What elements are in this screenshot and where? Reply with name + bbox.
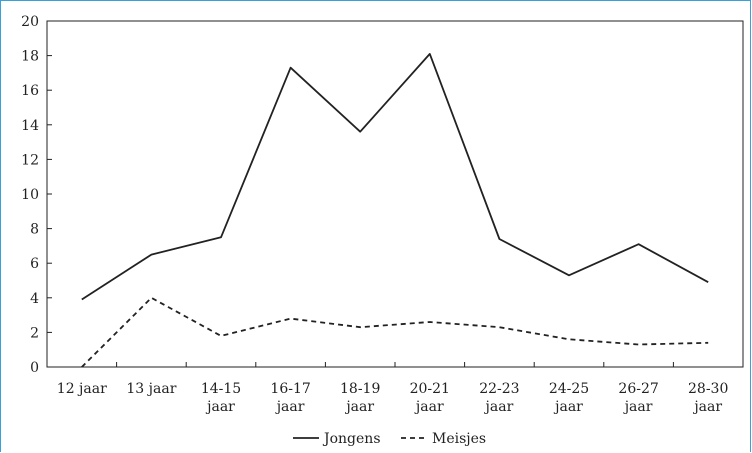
y-tick-label: 6 (30, 256, 39, 272)
plot-border (46, 20, 744, 368)
series-line-meisjes (81, 296, 709, 368)
x-tick-label: 13 jaar (126, 381, 176, 397)
x-tick-label: 22-23 jaar (479, 381, 519, 415)
x-tick-label: 26-27 jaar (618, 381, 658, 415)
x-tick-label: 18-19 jaar (340, 381, 380, 415)
y-tick-label: 8 (30, 222, 39, 238)
legend-label-meisjes: Meisjes (432, 431, 486, 447)
y-axis: 0 2 4 6 8 10 12 14 16 18 20 (21, 14, 52, 376)
y-tick-label: 0 (30, 360, 39, 376)
y-tick-label: 2 (30, 325, 39, 341)
x-tick-label: 24-25 jaar (549, 381, 589, 415)
x-tick-label: 28-30 jaar (688, 381, 728, 415)
y-tick-label: 18 (21, 49, 39, 65)
x-axis: 12 jaar 13 jaar 14-15 jaar 16-17 jaar 18-19 jaa… (57, 362, 728, 415)
x-tick-label: 12 jaar (57, 381, 107, 397)
x-tick-label: 20-21 jaar (410, 381, 450, 415)
y-tick-label: 20 (21, 14, 39, 30)
legend: Jongens Meisjes (293, 431, 486, 447)
y-tick-label: 12 (21, 152, 39, 168)
series-layer (81, 53, 709, 368)
y-tick-label: 10 (21, 187, 39, 203)
y-tick-label: 16 (21, 83, 39, 99)
plot-area (46, 20, 744, 368)
legend-label-jongens: Jongens (322, 431, 381, 447)
x-tick-label: 16-17 jaar (270, 381, 310, 415)
y-tick-label: 14 (21, 118, 39, 134)
series-line-jongens (81, 53, 709, 301)
y-tick-label: 4 (30, 291, 39, 307)
x-tick-label: 14-15 jaar (201, 381, 241, 415)
